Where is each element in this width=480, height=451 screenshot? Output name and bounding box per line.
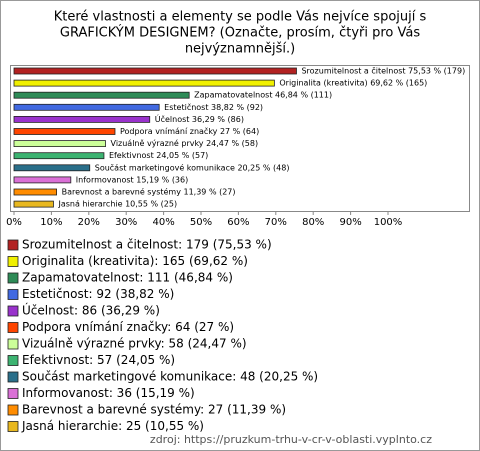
chart-title: Které vlastnosti a elementy se podle Vás… bbox=[54, 10, 427, 25]
legend-label: Zapamatovatelnost: 111 (46,84 %) bbox=[22, 271, 233, 285]
x-tick-label: 80% bbox=[302, 217, 324, 228]
legend-swatch bbox=[7, 404, 19, 416]
bar-label: Originalita (kreativita) 69,62 % (165) bbox=[279, 79, 427, 88]
x-tick-label: 70% bbox=[265, 217, 287, 228]
legend-label: Jasná hierarchie: 25 (10,55 %) bbox=[21, 419, 204, 433]
legend-swatch bbox=[7, 421, 19, 432]
legend-swatch bbox=[7, 388, 19, 399]
legend-swatch bbox=[7, 239, 19, 251]
bar-label: Barevnost a barevné systémy 11,39 % (27) bbox=[62, 187, 236, 197]
bar bbox=[13, 200, 54, 208]
chart-title: nejvýznamnější.) bbox=[185, 42, 295, 57]
legend-label: Originalita (kreativita): 165 (69,62 %) bbox=[22, 254, 248, 268]
legend-label: Podpora vnímání značky: 64 (27 %) bbox=[22, 320, 234, 334]
bar-label: Účelnost 36,29 % (86) bbox=[155, 113, 244, 124]
bar-label: Jasná hierarchie 10,55 % (25) bbox=[57, 200, 177, 209]
legend-swatch bbox=[7, 371, 19, 383]
x-tick-label: 90% bbox=[339, 217, 361, 228]
bar-label: Informovanost 15,19 % (36) bbox=[76, 175, 188, 184]
bar bbox=[13, 164, 91, 172]
x-tick-label: 50% bbox=[190, 217, 212, 228]
legend-swatch bbox=[7, 338, 19, 350]
bar bbox=[13, 188, 57, 196]
x-tick-label: 10% bbox=[40, 217, 62, 228]
plot-box bbox=[10, 65, 470, 212]
bar bbox=[13, 152, 105, 160]
legend-swatch bbox=[7, 355, 19, 366]
legend-label: Vizuálně výrazné prvky: 58 (24,47 %) bbox=[22, 337, 247, 351]
legend-label: Účelnost: 86 (36,29 %) bbox=[22, 303, 160, 318]
legend-swatch bbox=[7, 322, 19, 333]
bar bbox=[13, 103, 160, 111]
x-tick-label: 40% bbox=[152, 217, 174, 228]
legend-label: Estetičnost: 92 (38,82 %) bbox=[22, 287, 174, 301]
legend-swatch bbox=[7, 289, 19, 300]
x-tick-label: 0% bbox=[6, 217, 22, 228]
bar-label: Součást marketingové komunikace 20,25 % … bbox=[95, 162, 290, 172]
bar-label: Podpora vnímání značky 27 % (64) bbox=[120, 126, 259, 136]
legend-label: Efektivnost: 57 (24,05 %) bbox=[22, 353, 175, 367]
bar bbox=[13, 79, 275, 87]
bar-label: Efektivnost 24,05 % (57) bbox=[109, 151, 208, 160]
bar bbox=[13, 140, 106, 148]
bar bbox=[13, 176, 72, 184]
legend-swatch bbox=[7, 256, 19, 267]
bar bbox=[13, 91, 190, 99]
x-tick-label: 30% bbox=[115, 217, 137, 228]
x-tick-label: 20% bbox=[78, 217, 100, 228]
bar-label: Zapamatovatelnost 46,84 % (111) bbox=[194, 91, 332, 100]
legend-label: Barevnost a barevné systémy: 27 (11,39 %… bbox=[22, 403, 286, 417]
legend-label: Srozumitelnost a čitelnost: 179 (75,53 %… bbox=[22, 238, 272, 252]
x-tick-label: 60% bbox=[227, 217, 249, 228]
bar-label: Estetičnost 38,82 % (92) bbox=[164, 102, 263, 112]
legend-label: Součást marketingové komunikace: 48 (20,… bbox=[22, 370, 318, 384]
bar bbox=[13, 67, 297, 75]
x-tick-label: 100% bbox=[374, 217, 403, 228]
source: zdroj: https://pruzkum-trhu-v-cr-v-oblas… bbox=[150, 433, 432, 446]
chart-title: GRAFICKÝM DESIGNEM? (Označte, prosím, čt… bbox=[60, 25, 420, 41]
legend-label: Informovanost: 36 (15,19 %) bbox=[22, 386, 195, 400]
legend-swatch bbox=[7, 272, 19, 284]
legend-swatch bbox=[7, 305, 19, 317]
bar-label: Vizuálně výrazné prvky 24,47 % (58) bbox=[111, 138, 259, 148]
bar bbox=[13, 116, 151, 123]
bar-label: Srozumitelnost a čitelnost 75,53 % (179) bbox=[301, 66, 465, 76]
bar bbox=[13, 128, 116, 135]
